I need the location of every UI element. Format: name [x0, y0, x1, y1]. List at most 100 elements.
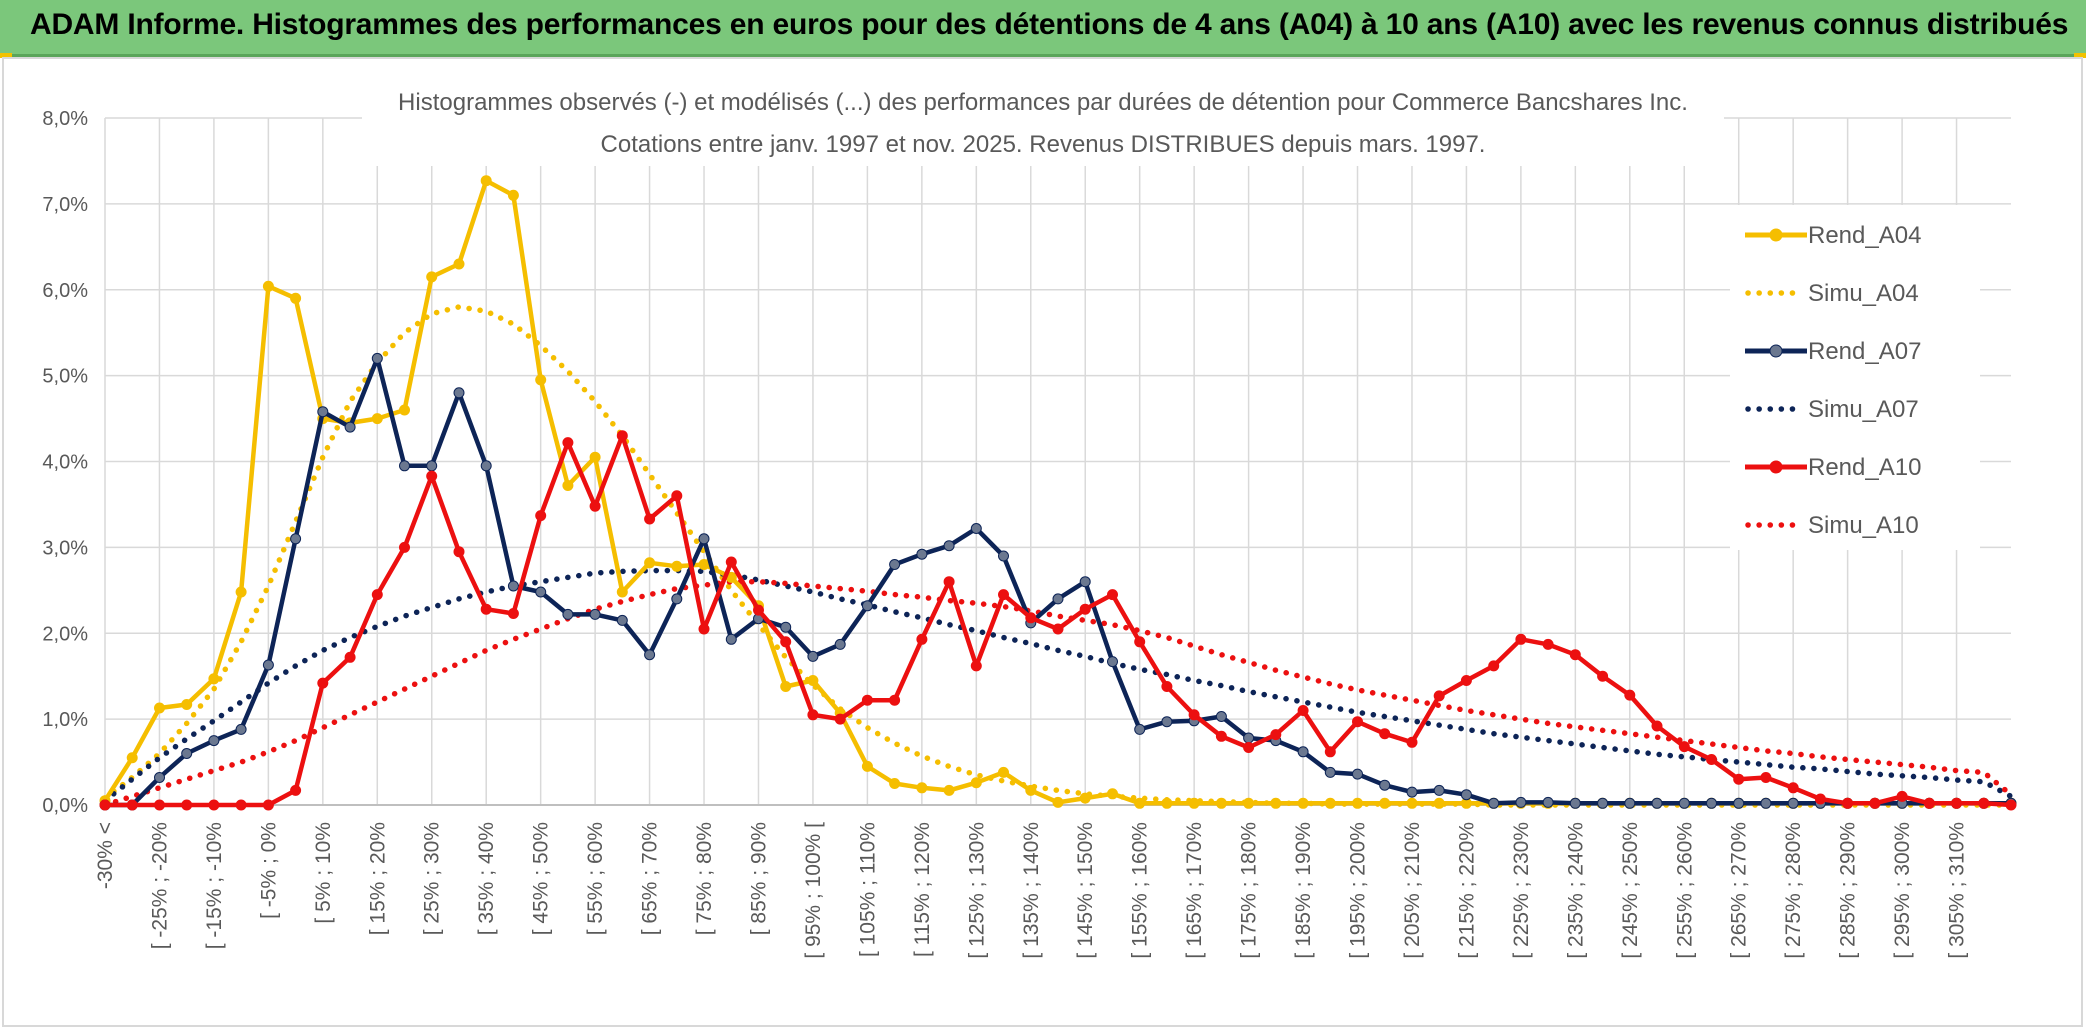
data-point — [644, 513, 656, 525]
series-line-rend-a04 — [103, 178, 2011, 806]
data-point — [1243, 732, 1255, 744]
data-point — [1869, 797, 1881, 809]
data-point — [562, 608, 574, 620]
data-point — [1079, 792, 1091, 804]
data-point — [1215, 797, 1227, 809]
x-tick-label: [ 5% ; 10% — [312, 822, 335, 924]
data-point — [1624, 689, 1636, 701]
data-point — [507, 189, 519, 201]
data-point — [834, 713, 846, 725]
x-tick-label: [ 135% ; 140% — [1020, 822, 1043, 959]
x-axis: -30% < [ -25% ; -20% [ -15% ; -10% [ -5% ; … — [94, 822, 1969, 959]
data-point — [507, 580, 519, 592]
title-backdrop — [362, 80, 1724, 166]
data-point — [1243, 797, 1255, 809]
data-point — [99, 799, 111, 811]
data-point — [1569, 797, 1581, 809]
y-tick-label: 5,0% — [42, 366, 88, 388]
series-line-rend-a10 — [105, 433, 2012, 808]
x-tick-label: [ 255% ; 260% — [1673, 822, 1696, 959]
data-point — [1215, 730, 1227, 742]
data-point — [698, 533, 710, 545]
data-point — [1814, 793, 1826, 805]
data-point — [235, 586, 247, 598]
data-point — [562, 437, 574, 449]
data-point — [453, 258, 465, 270]
data-point — [1352, 768, 1363, 780]
data-point — [1215, 711, 1227, 722]
data-point — [371, 352, 383, 364]
data-point — [290, 784, 302, 796]
data-point — [344, 421, 356, 433]
data-point — [535, 586, 547, 598]
data-point — [943, 576, 955, 588]
data-point — [1733, 773, 1745, 785]
y-tick-label: 2,0% — [42, 623, 88, 645]
y-tick-label: 8,0% — [42, 108, 88, 130]
data-point — [235, 723, 247, 735]
data-point — [1597, 670, 1609, 682]
x-tick-label: [ 275% ; 280% — [1782, 822, 1805, 959]
x-tick-label: [ -25% ; -20% — [148, 822, 171, 949]
data-point — [1542, 638, 1554, 650]
data-point — [1597, 797, 1609, 809]
data-point — [480, 603, 492, 615]
x-tick-label: [ 105% ; 110% — [856, 822, 879, 957]
data-point — [725, 633, 737, 645]
data-point — [1025, 784, 1037, 796]
data-point — [126, 799, 138, 811]
legend-label: Rend_A04 — [1808, 222, 1921, 249]
report-title: ADAM Informe. Histogrammes des performan… — [30, 8, 2069, 41]
data-point — [2005, 799, 2017, 811]
data-point — [1270, 729, 1282, 741]
data-point — [834, 638, 846, 650]
data-point — [317, 406, 329, 418]
y-tick-label: 3,0% — [42, 537, 88, 559]
x-tick-label: [ 65% ; 70% — [639, 822, 662, 935]
x-tick-label: [ 45% ; 50% — [530, 822, 553, 935]
data-point — [399, 404, 410, 416]
x-tick-label: [ 225% ; 230% — [1510, 822, 1533, 959]
legend-box — [1730, 205, 1980, 550]
data-point — [371, 413, 383, 425]
data-point — [889, 559, 901, 570]
data-point — [1706, 754, 1717, 765]
report-header: ADAM Informe. Histogrammes des performan… — [0, 0, 2086, 57]
x-tick-label: [ 295% ; 300% — [1891, 822, 1914, 959]
data-point — [698, 559, 710, 570]
data-point — [1324, 766, 1336, 778]
data-point — [671, 593, 683, 605]
data-point — [943, 540, 955, 552]
x-tick-label: [ -15% ; -10% — [203, 822, 226, 949]
x-tick-label: [ 75% ; 80% — [693, 822, 716, 935]
x-tick-label: [ 285% ; 290% — [1837, 822, 1860, 959]
legend-label: Rend_A10 — [1808, 454, 1921, 481]
data-point — [1161, 797, 1173, 809]
data-point — [780, 681, 792, 692]
data-point — [1488, 797, 1500, 809]
data-point — [753, 604, 764, 616]
legend-label: Simu_A04 — [1808, 280, 1919, 307]
data-point — [208, 735, 220, 747]
x-tick-label: [ 235% ; 240% — [1564, 822, 1587, 959]
data-point — [181, 799, 193, 811]
data-point — [998, 589, 1009, 601]
y-axis: 0,0% 1,0% 2,0% 3,0% 4,0% 5,0% 6,0% 7,0% 8,0% — [42, 108, 88, 817]
data-point — [208, 799, 220, 811]
data-point — [1896, 790, 1908, 802]
data-point — [154, 702, 165, 714]
data-point — [780, 636, 792, 648]
data-point — [671, 490, 683, 502]
x-tick-label: [ 215% ; 220% — [1455, 822, 1478, 959]
x-tick-label: -30% < — [94, 822, 117, 889]
data-point — [1025, 612, 1037, 624]
data-point — [1379, 797, 1391, 809]
data-point — [535, 374, 547, 386]
data-point — [1515, 796, 1527, 808]
data-point — [616, 430, 628, 442]
data-point — [1297, 705, 1309, 716]
chart-title: Histogrammes observés (-) et modélisés (… — [398, 89, 1688, 116]
data-point — [916, 548, 928, 560]
y-tick-label: 7,0% — [42, 194, 88, 216]
